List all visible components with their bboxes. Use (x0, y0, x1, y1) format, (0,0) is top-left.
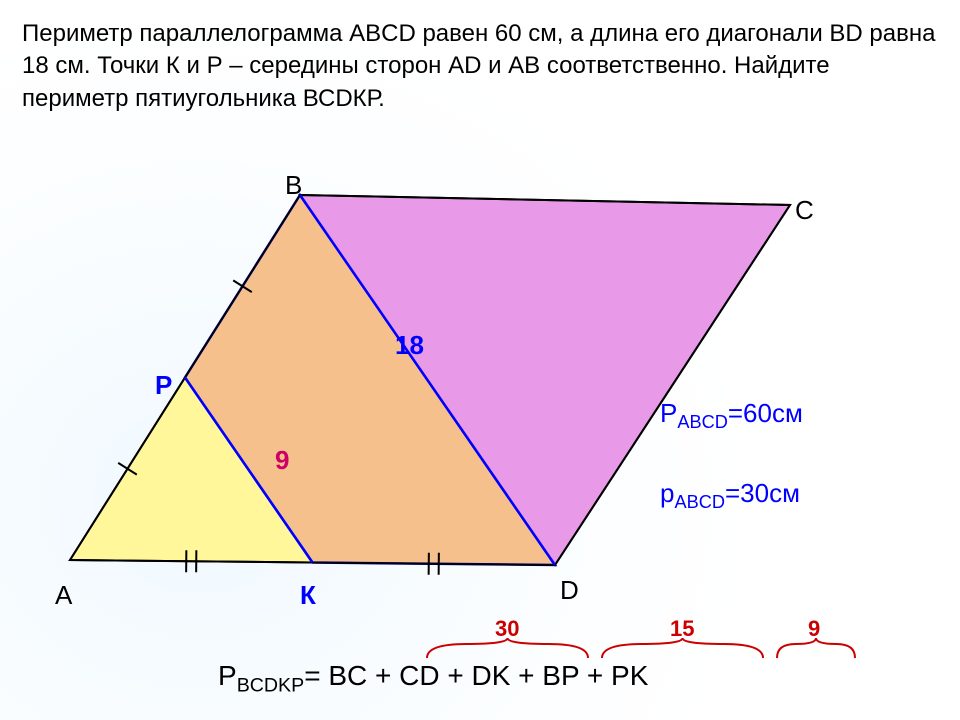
brace-value-1: 15 (670, 616, 694, 642)
slide-content: Периметр параллелограмма ABCD равен 60 с… (0, 0, 960, 720)
label-C: C (795, 195, 814, 226)
perimeter-given: PABCD=60см (660, 398, 803, 433)
brace-value-2: 9 (808, 616, 820, 642)
label-diag18: 18 (395, 330, 424, 361)
label-D: D (560, 575, 579, 606)
label-mid9: 9 (275, 445, 289, 476)
label-P: P (155, 370, 172, 401)
semiperimeter: pABCD=30см (660, 478, 800, 513)
label-B: B (285, 170, 302, 201)
label-K: К (300, 580, 316, 611)
geometry-figure (0, 0, 960, 720)
brace-value-0: 30 (495, 616, 519, 642)
perimeter-formula: PBCDKP= BC + CD + DK + BP + PK (218, 660, 648, 698)
label-A: A (55, 580, 72, 611)
